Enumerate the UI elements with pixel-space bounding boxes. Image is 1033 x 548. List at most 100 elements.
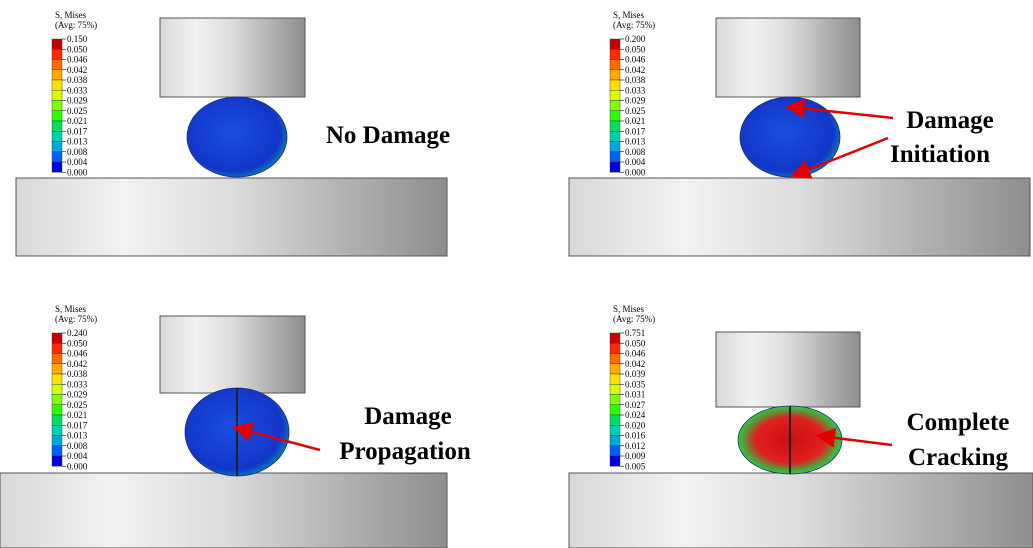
panel: S, Mises(Avg: 75%)0.2400.0500.0460.0420.… [0, 304, 471, 548]
legend-value: 0.027 [625, 400, 646, 410]
legend-value: 0.042 [625, 359, 645, 369]
legend-value: 0.046 [67, 55, 88, 65]
legend-swatch [52, 121, 62, 131]
legend-swatch [52, 39, 62, 49]
legend-value: 0.012 [625, 441, 645, 451]
legend-value: 0.017 [67, 126, 88, 136]
legend-value: 0.046 [67, 349, 88, 359]
caption: Damage [364, 403, 451, 430]
legend-value: 0.000 [67, 167, 88, 177]
legend-value: 0.021 [625, 116, 645, 126]
legend-swatch [610, 111, 620, 121]
legend-swatch [610, 162, 620, 172]
legend-subtitle: (Avg: 75%) [613, 314, 655, 324]
legend-value: 0.021 [67, 410, 87, 420]
legend-swatch [52, 456, 62, 466]
legend-value: 0.029 [625, 96, 646, 106]
specimen [187, 97, 287, 177]
legend-value: 0.024 [625, 410, 646, 420]
legend-value: 0.029 [67, 390, 88, 400]
legend-swatch [610, 333, 620, 343]
legend-value: 0.033 [67, 85, 88, 95]
legend-swatch [610, 131, 620, 141]
legend-value: 0.020 [625, 420, 646, 430]
legend-value: 0.013 [625, 137, 646, 147]
legend-value: 0.004 [67, 157, 88, 167]
legend-swatch [52, 60, 62, 70]
legend-value: 0.017 [625, 126, 646, 136]
legend-title: S, Mises [55, 304, 87, 314]
caption: Propagation [339, 438, 471, 465]
specimen [740, 97, 840, 177]
upper-plate [160, 18, 305, 97]
legend-value: 0.035 [625, 379, 646, 389]
legend-value: 0.004 [67, 451, 88, 461]
legend-swatch [52, 446, 62, 456]
legend-value: 0.042 [67, 359, 87, 369]
lower-plate [569, 178, 1030, 256]
legend-swatch [52, 415, 62, 425]
legend-value: 0.050 [67, 44, 88, 54]
legend-swatch [610, 354, 620, 364]
upper-plate [160, 316, 305, 393]
legend-swatch [52, 384, 62, 394]
legend-swatch [52, 395, 62, 405]
caption: Damage [906, 107, 993, 134]
legend-value: 0.029 [67, 96, 88, 106]
legend-swatch [52, 131, 62, 141]
legend-swatch [610, 384, 620, 394]
legend-swatch [610, 142, 620, 152]
legend-subtitle: (Avg: 75%) [55, 20, 97, 30]
legend-value: 0.240 [67, 328, 88, 338]
panel: S, Mises(Avg: 75%)0.1500.0500.0460.0420.… [16, 10, 450, 256]
lower-plate [0, 473, 447, 548]
caption: Initiation [890, 141, 990, 168]
legend-value: 0.009 [625, 451, 646, 461]
caption: Cracking [908, 444, 1009, 471]
legend-swatch [52, 111, 62, 121]
legend-swatch [52, 49, 62, 59]
legend-value: 0.039 [625, 369, 646, 379]
legend-value: 0.038 [625, 75, 646, 85]
legend-title: S, Mises [55, 10, 87, 20]
legend-value: 0.150 [67, 34, 88, 44]
upper-plate [716, 18, 860, 97]
legend-swatch [610, 121, 620, 131]
legend-swatch [610, 39, 620, 49]
legend-swatch [610, 364, 620, 374]
legend-swatch [610, 446, 620, 456]
legend-value: 0.000 [625, 167, 646, 177]
caption: Complete [907, 409, 1010, 436]
legend-title: S, Mises [613, 10, 645, 20]
legend-subtitle: (Avg: 75%) [613, 20, 655, 30]
legend-value: 0.008 [67, 147, 88, 157]
legend-swatch [52, 354, 62, 364]
legend-value: 0.017 [67, 420, 88, 430]
lower-plate [16, 178, 447, 256]
legend-swatch [610, 395, 620, 405]
legend-swatch [610, 101, 620, 111]
legend-swatch [52, 90, 62, 100]
legend-value: 0.042 [67, 65, 87, 75]
legend-value: 0.025 [625, 106, 646, 116]
legend-value: 0.200 [625, 34, 646, 44]
legend-value: 0.013 [67, 137, 88, 147]
legend-value: 0.000 [67, 461, 88, 471]
legend-value: 0.025 [67, 106, 88, 116]
legend-value: 0.033 [67, 379, 88, 389]
legend-value: 0.038 [67, 75, 88, 85]
legend-swatch [610, 70, 620, 80]
legend-swatch [610, 152, 620, 162]
caption: No Damage [326, 122, 450, 149]
legend-value: 0.025 [67, 400, 88, 410]
legend-value: 0.046 [625, 349, 646, 359]
legend-value: 0.008 [625, 147, 646, 157]
legend-swatch [52, 364, 62, 374]
legend-value: 0.004 [625, 157, 646, 167]
legend-value: 0.751 [625, 328, 645, 338]
legend-swatch [610, 436, 620, 446]
legend-swatch [610, 60, 620, 70]
legend-value: 0.013 [67, 431, 88, 441]
legend-swatch [52, 70, 62, 80]
legend-swatch [52, 101, 62, 111]
